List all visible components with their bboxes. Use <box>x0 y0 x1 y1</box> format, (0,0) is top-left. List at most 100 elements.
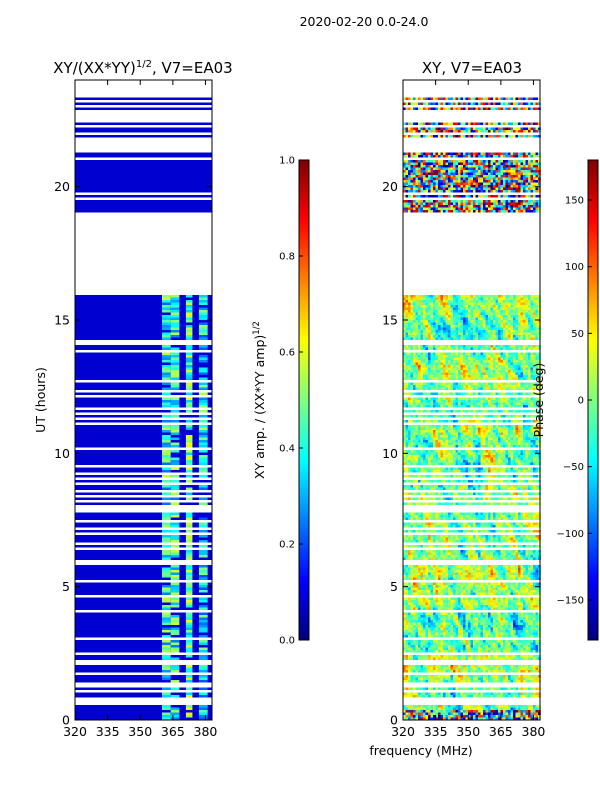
phase-cell <box>458 457 461 460</box>
phase-cell <box>473 497 476 500</box>
phase-cell <box>488 517 491 520</box>
phase-cell <box>478 612 481 615</box>
phase-cell <box>455 467 459 470</box>
phase-cell <box>435 692 439 695</box>
phase-cell <box>408 715 411 718</box>
phase-cell <box>530 665 534 668</box>
phase-cell <box>415 635 419 638</box>
phase-cell <box>523 575 526 578</box>
phase-cell <box>410 670 414 673</box>
phase-cell <box>413 627 416 630</box>
amp-cell <box>198 357 208 360</box>
phase-cell <box>450 530 454 533</box>
amp-row <box>75 355 212 358</box>
phase-cell <box>460 602 464 605</box>
phase-cell <box>505 607 509 610</box>
phase-cell <box>418 455 421 458</box>
phase-cell <box>435 570 439 573</box>
phase-cell <box>420 590 424 593</box>
phase-cell <box>498 570 501 573</box>
phase-cell <box>528 462 531 465</box>
phase-cell <box>473 545 476 548</box>
phase-cell <box>500 687 504 690</box>
phase-cell <box>503 692 506 695</box>
phase-cell <box>425 607 429 610</box>
phase-cell <box>518 555 521 558</box>
phase-cell <box>530 572 534 575</box>
phase-cell <box>418 570 421 573</box>
phase-cell <box>483 675 486 678</box>
phase-cell <box>523 680 526 683</box>
phase-cell <box>445 695 449 698</box>
phase-cell <box>475 492 479 495</box>
phase-cell <box>468 645 471 648</box>
phase-cell <box>440 650 444 653</box>
phase-cell <box>468 470 471 473</box>
phase-cell <box>480 582 484 585</box>
phase-cell <box>430 512 434 515</box>
phase-cell <box>473 640 476 643</box>
phase-cell <box>428 512 431 515</box>
phase-cell <box>413 540 416 543</box>
amp-cell <box>161 615 171 618</box>
phase-cell <box>408 592 411 595</box>
amp-cell <box>185 312 193 315</box>
phase-cell <box>513 452 516 455</box>
phase-cell <box>418 582 421 585</box>
phase-cell <box>448 450 451 453</box>
phase-cell <box>498 647 501 650</box>
phase-cell <box>423 692 426 695</box>
phase-cell <box>455 522 459 525</box>
phase-cell <box>485 715 489 718</box>
amp-row <box>75 460 212 463</box>
phase-cell <box>403 537 406 540</box>
phase-cell <box>443 485 446 488</box>
phase-cell <box>458 565 461 568</box>
phase-cell <box>468 587 471 590</box>
phase-cell <box>500 467 504 470</box>
phase-cell <box>523 515 526 518</box>
phase-cell <box>408 452 411 455</box>
phase-cell <box>488 577 491 580</box>
phase-cell <box>475 455 479 458</box>
phase-cell <box>490 687 494 690</box>
phase-cell <box>458 552 461 555</box>
phase-cell <box>428 692 431 695</box>
phase-cell <box>530 677 534 680</box>
phase-cell <box>423 635 426 638</box>
phase-cell <box>518 620 521 623</box>
phase-cell <box>515 592 519 595</box>
phase-cell <box>490 550 494 553</box>
amp-cell <box>198 575 208 578</box>
phase-cell <box>470 565 474 568</box>
phase-cell <box>445 575 449 578</box>
phase-cell <box>490 642 494 645</box>
phase-cell <box>503 552 506 555</box>
phase-cell <box>435 707 439 710</box>
phase-cell <box>513 540 516 543</box>
phase-cell <box>478 622 481 625</box>
phase-cell <box>423 622 426 625</box>
phase-cell <box>415 592 419 595</box>
phase-cell <box>495 717 499 720</box>
phase-cell <box>413 615 416 618</box>
phase-cell <box>460 530 464 533</box>
phase-cell <box>480 597 484 600</box>
phase-cell <box>483 452 486 455</box>
phase-cell <box>440 517 444 520</box>
phase-cell <box>435 675 439 678</box>
phase-cell <box>420 540 424 543</box>
phase-cell <box>528 470 531 473</box>
phase-cell <box>448 712 451 715</box>
phase-cell <box>485 515 489 518</box>
phase-cell <box>455 565 459 568</box>
phase-cell <box>465 577 469 580</box>
phase-cell <box>523 645 526 648</box>
phase-cell <box>415 642 419 645</box>
phase-cell <box>470 460 474 463</box>
phase-cell <box>490 667 494 670</box>
phase-cell <box>453 460 456 463</box>
phase-cell <box>458 695 461 698</box>
phase-cell <box>468 597 471 600</box>
phase-cell <box>513 442 516 445</box>
